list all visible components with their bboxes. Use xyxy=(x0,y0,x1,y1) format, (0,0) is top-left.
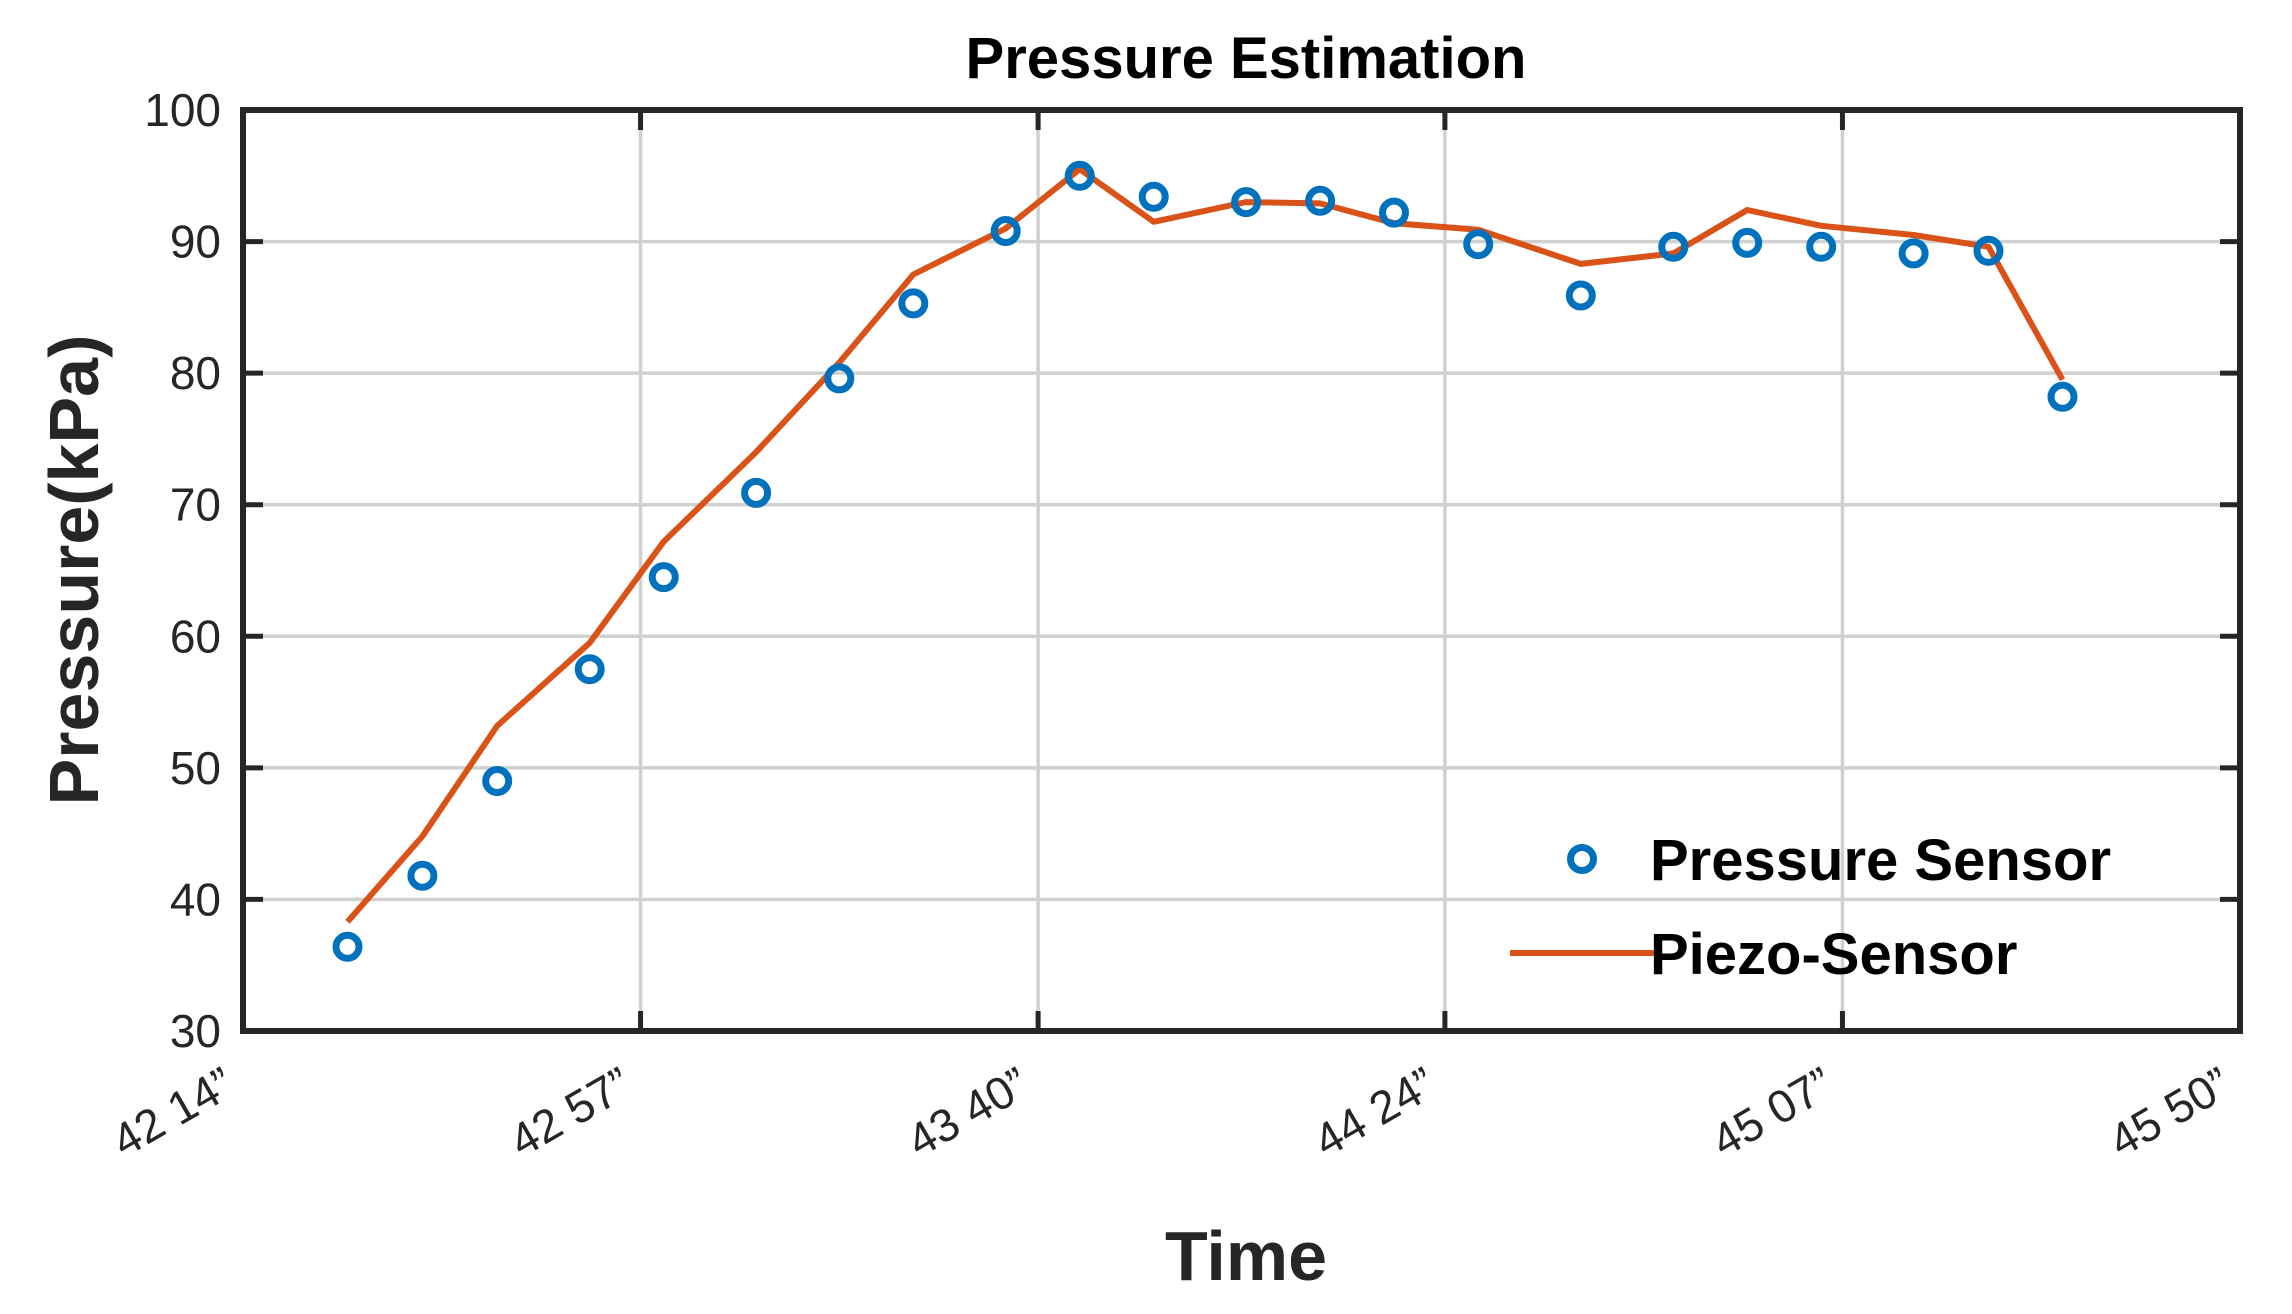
pressure-sensor-point xyxy=(1231,187,1262,218)
pressure-sensor-point xyxy=(332,931,363,962)
y-tick-label: 50 xyxy=(170,742,221,794)
pressure-sensor-point xyxy=(1565,280,1596,311)
pressure-sensor-point xyxy=(1658,231,1689,262)
pressure-sensor-point xyxy=(1379,197,1409,228)
pressure-sensor-point xyxy=(1973,235,2004,266)
pressure-sensor-point xyxy=(2047,381,2078,412)
pressure-sensor-point xyxy=(741,477,772,508)
pressure-sensor-point xyxy=(482,766,513,796)
pressure-sensor-point xyxy=(1898,238,1929,269)
pressure-sensor-point xyxy=(824,363,855,394)
y-tick-label: 80 xyxy=(170,347,221,399)
y-tick-label: 100 xyxy=(144,84,221,136)
legend-label-pressure-sensor: Pressure Sensor xyxy=(1650,828,2111,893)
pressure-sensor-point xyxy=(574,654,605,685)
y-tick-label: 30 xyxy=(170,1005,221,1057)
pressure-sensor-point xyxy=(407,860,438,891)
pressure-sensor-point xyxy=(990,216,1021,246)
pressure-sensor-point xyxy=(1064,160,1095,191)
pressure-sensor-point xyxy=(1305,185,1336,216)
y-tick-labels: 30 40 50 60 70 80 90 100 xyxy=(144,84,221,1057)
y-tick-label: 90 xyxy=(170,216,221,268)
pressure-sensor-point xyxy=(648,562,679,593)
pressure-sensor-point xyxy=(1732,227,1763,258)
pressure-sensor-point xyxy=(898,288,929,319)
chart-title: Pressure Estimation xyxy=(966,26,1527,91)
pressure-sensor-point xyxy=(1806,231,1837,262)
plot-area-frame xyxy=(240,107,2243,1034)
legend: Pressure Sensor Piezo-Sensor xyxy=(1510,828,2111,987)
y-tick-label: 70 xyxy=(170,479,221,531)
y-tick-label: 60 xyxy=(170,610,221,662)
y-axis-label: Pressure(kPa) xyxy=(35,335,113,806)
legend-marker-pressure-sensor xyxy=(1567,844,1597,874)
piezo-sensor-line xyxy=(345,166,2066,924)
legend-label-piezo-sensor: Piezo-Sensor xyxy=(1650,922,2017,987)
grid xyxy=(243,110,2240,1031)
y-tick-label: 40 xyxy=(170,873,221,925)
pressure-sensor-point xyxy=(1138,181,1169,212)
series xyxy=(332,160,2078,962)
x-axis-label: Time xyxy=(1165,1217,1327,1295)
pressure-sensor-point xyxy=(1463,229,1494,260)
